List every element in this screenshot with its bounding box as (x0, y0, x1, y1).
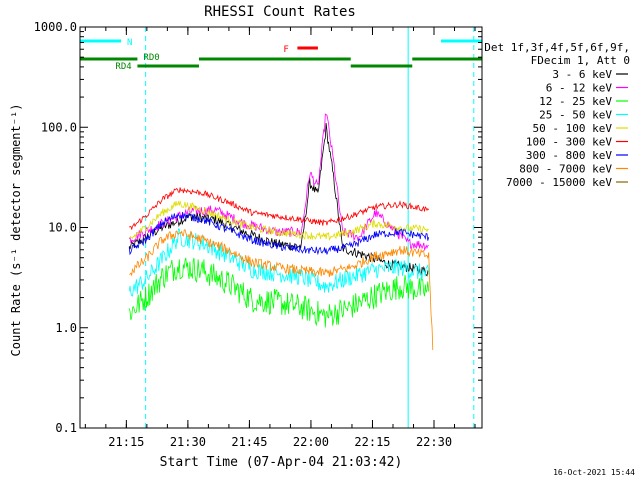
y-tick-label-3: 100.0 (41, 120, 77, 134)
state-bar-label-2: F (283, 45, 288, 55)
legend-label-3: 25 - 50 keV (539, 109, 612, 122)
legend-header-2: FDecim 1, Att 0 (531, 54, 630, 67)
y-tick-label-4: 1000.0 (34, 20, 77, 34)
y-axis-label: Count Rate (s⁻¹ detector segment⁻¹) (9, 104, 23, 357)
x-axis-label: Start Time (07-Apr-04 21:03:42) (160, 455, 403, 470)
legend-label-1: 6 - 12 keV (546, 82, 613, 95)
y-tick-label-2: 10.0 (48, 221, 77, 235)
y-tick-label-1: 1.0 (55, 321, 77, 335)
legend-label-6: 300 - 800 keV (526, 149, 612, 162)
legend-header-1: Det 1f,3f,4f,5f,6f,9f, (484, 41, 630, 54)
series-line-4 (129, 200, 429, 241)
legend: Det 1f,3f,4f,5f,6f,9f, FDecim 1, Att 0 3… (484, 41, 630, 189)
x-tick-label-4: 22:15 (354, 435, 390, 449)
y-tick-label-0: 0.1 (55, 421, 77, 435)
legend-label-0: 3 - 6 keV (552, 68, 612, 81)
legend-label-5: 100 - 300 keV (526, 136, 612, 149)
axes: 0.1 1.0 10.0 100.0 1000.0 21:15 21:30 21:45 22:0… (34, 20, 482, 449)
state-bar-label-0: N (127, 38, 132, 48)
legend-label-4: 50 - 100 keV (533, 122, 613, 135)
x-tick-label-5: 22:30 (416, 435, 452, 449)
series-line-6 (128, 212, 430, 256)
x-tick-label-3: 22:00 (293, 435, 329, 449)
legend-label-7: 800 - 7000 keV (519, 163, 612, 176)
chart-title: RHESSI Count Rates (204, 4, 356, 20)
x-tick-label-0: 21:15 (108, 435, 144, 449)
series-line-2 (128, 257, 430, 328)
series-line-5 (128, 187, 430, 230)
series-line-1 (128, 113, 429, 252)
x-tick-label-1: 21:30 (170, 435, 206, 449)
chart-marks: N F RD4 RD0 (79, 27, 482, 428)
series-line-7 (129, 228, 434, 351)
x-tick-label-2: 21:45 (231, 435, 267, 449)
series-line-3 (128, 228, 430, 297)
legend-label-2: 12 - 25 keV (539, 95, 612, 108)
timestamp: 16-Oct-2021 15:44 (553, 468, 635, 477)
state-bar-label-4: RD0 (143, 53, 159, 63)
legend-label-8: 7000 - 15000 keV (506, 176, 612, 189)
state-bar-label-3: RD4 (115, 62, 131, 72)
